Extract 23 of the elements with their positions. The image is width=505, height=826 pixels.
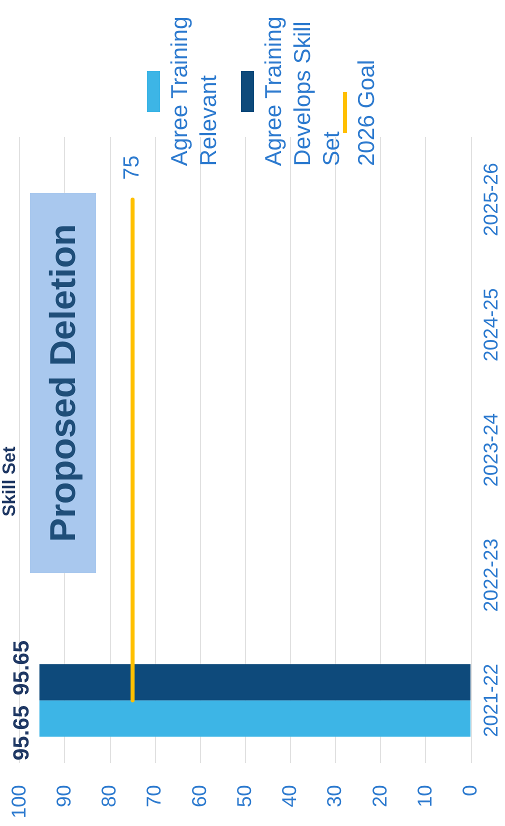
- x-tick-label: 0: [460, 785, 482, 796]
- x-tick-label: 10: [414, 785, 436, 808]
- x-tick-label: 30: [324, 785, 346, 808]
- x-tick-label: 40: [279, 785, 302, 808]
- legend-label: 2026 Goal: [352, 58, 380, 166]
- y-tick-label: 2022-23: [480, 538, 503, 612]
- text: Skill Set: [0, 446, 19, 517]
- x-tick-label: 90: [53, 785, 76, 808]
- y-tick-label: 2023-24: [480, 413, 503, 487]
- x-tick-label: 70: [144, 785, 166, 808]
- x-tick-label: 100: [8, 785, 30, 818]
- y-tick-label: 2024-25: [480, 288, 503, 362]
- legend-label: Agree Training Develops Skill Set: [258, 15, 344, 166]
- data-label: 75: [118, 155, 144, 180]
- x-tick-label: 50: [234, 785, 256, 808]
- y-tick-label: 2021-22: [480, 664, 503, 738]
- data-label: 95.65: [8, 640, 34, 696]
- data-label: 95.65: [8, 705, 34, 760]
- legend-label: Agree Training Relevant: [165, 15, 222, 166]
- x-tick-label: 60: [188, 785, 211, 808]
- x-tick-label: 20: [369, 785, 392, 808]
- x-tick-label: 80: [98, 785, 121, 808]
- y-tick-label: 2025-26: [480, 162, 503, 236]
